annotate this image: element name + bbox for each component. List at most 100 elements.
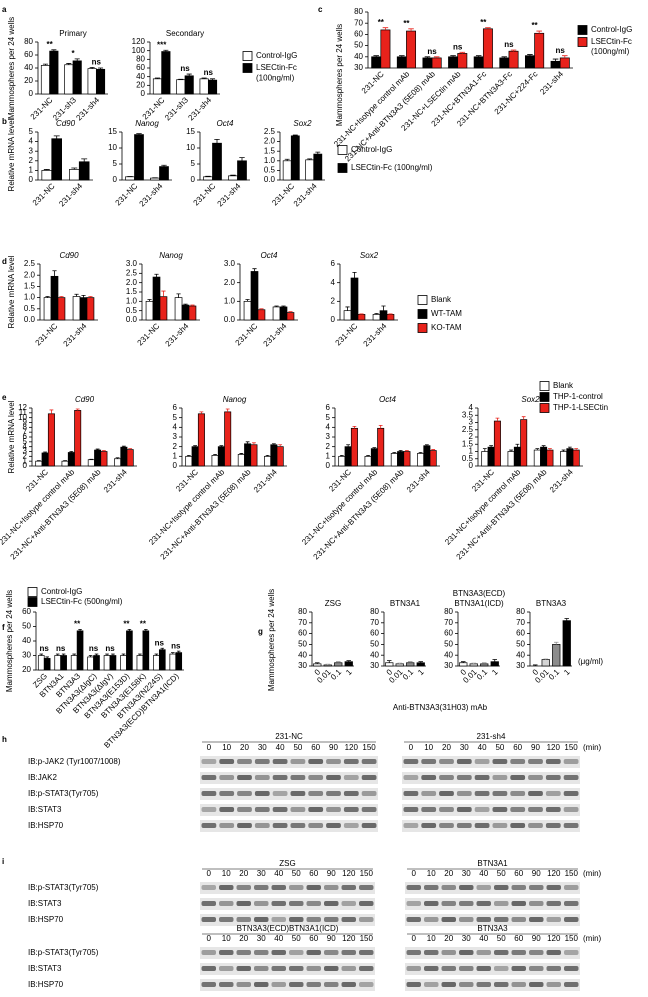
y-tick-label: 60 bbox=[24, 50, 33, 59]
legend-label: WT-TAM bbox=[431, 309, 462, 318]
blot-group-label: 231-NC bbox=[275, 732, 303, 741]
significance: ** bbox=[123, 620, 130, 629]
error-bar bbox=[186, 454, 191, 457]
blot-band bbox=[546, 917, 561, 922]
error-bar bbox=[408, 28, 414, 32]
error-bar bbox=[521, 416, 526, 420]
blot-band bbox=[510, 791, 526, 796]
error-bar bbox=[127, 629, 132, 631]
blot-band bbox=[564, 982, 579, 987]
axis bbox=[311, 612, 354, 667]
blot-band bbox=[236, 885, 251, 890]
blot-band bbox=[326, 791, 341, 796]
error-bar bbox=[225, 408, 230, 412]
blot-band bbox=[528, 823, 543, 828]
y-tick-label: 0 bbox=[29, 89, 34, 98]
subplot-title: BTN3A3(ECD) bbox=[453, 589, 506, 598]
error-bar bbox=[186, 73, 192, 76]
y-tick-label: 30 bbox=[354, 63, 363, 72]
error-bar bbox=[553, 641, 559, 645]
y-tick-label: 2 bbox=[23, 451, 28, 460]
blot-band bbox=[510, 807, 526, 812]
blot-band bbox=[441, 885, 456, 890]
error-bar bbox=[66, 63, 72, 65]
blot-band bbox=[308, 775, 324, 780]
bar bbox=[61, 460, 69, 467]
timepoint: 150 bbox=[565, 934, 579, 943]
legend-label: THP-1-control bbox=[553, 392, 603, 401]
blot-band bbox=[564, 901, 579, 906]
blot-band bbox=[237, 823, 252, 828]
error-bar bbox=[475, 55, 482, 57]
bar bbox=[487, 446, 495, 467]
blot-band bbox=[324, 901, 339, 906]
y-tick-label: 1 bbox=[173, 451, 178, 460]
error-bar bbox=[535, 448, 540, 451]
blot-band bbox=[406, 885, 421, 890]
blot-band bbox=[546, 885, 561, 890]
error-bar bbox=[72, 653, 76, 656]
y-tick-label: 40 bbox=[516, 650, 525, 659]
bar bbox=[448, 56, 459, 69]
error-bar bbox=[52, 270, 57, 277]
blot-row-label: IB:p-STAT3(Tyr705) bbox=[28, 948, 99, 957]
error-bar bbox=[460, 661, 466, 663]
timepoint: 10 bbox=[222, 934, 231, 943]
y-tick-label: 0.0 bbox=[264, 175, 276, 184]
blot-band bbox=[492, 791, 508, 796]
blot-band bbox=[201, 823, 217, 828]
bar bbox=[94, 449, 102, 467]
bar bbox=[406, 30, 417, 69]
y-tick-label: 40 bbox=[24, 63, 33, 72]
x-tick-label: 231-sh4 bbox=[216, 181, 243, 208]
blot-group-label: BTN3A1 bbox=[477, 859, 508, 868]
y-tick-label: 4 bbox=[23, 442, 28, 451]
error-bar bbox=[509, 449, 513, 452]
bar bbox=[103, 655, 111, 671]
error-bar bbox=[89, 66, 95, 69]
error-bar bbox=[431, 449, 436, 451]
unit-label: (μg/ml) bbox=[578, 657, 603, 666]
error-bar bbox=[252, 442, 256, 445]
y-tick-label: 4 bbox=[469, 403, 474, 412]
bar bbox=[191, 446, 199, 467]
bar bbox=[282, 160, 292, 181]
blot-group-label: BTN3A3(ECD)BTN3A1(ICD) bbox=[237, 924, 339, 933]
bar bbox=[520, 419, 528, 467]
error-bar bbox=[292, 134, 298, 136]
error-bar bbox=[252, 268, 257, 272]
y-tick-label: 40 bbox=[444, 650, 453, 659]
blot-band bbox=[474, 775, 490, 780]
error-bar bbox=[392, 452, 397, 454]
subplot-title: Sox2 bbox=[360, 251, 379, 260]
y-tick-label: 70 bbox=[298, 618, 307, 627]
error-bar bbox=[543, 658, 549, 660]
significance: ns bbox=[180, 64, 190, 73]
blot-band bbox=[459, 917, 474, 922]
error-bar bbox=[193, 445, 198, 447]
x-tick-label: 231-sh4 bbox=[74, 95, 101, 122]
legend-swatch bbox=[417, 323, 428, 333]
bar bbox=[35, 460, 43, 467]
error-bar bbox=[95, 448, 100, 451]
blot-band bbox=[361, 823, 377, 828]
subplot-title: Nanog bbox=[223, 395, 247, 404]
y-tick-label: 120 bbox=[132, 37, 146, 46]
significance: ns bbox=[40, 644, 50, 653]
timepoint: 30 bbox=[462, 869, 471, 878]
error-bar bbox=[325, 663, 331, 665]
bar bbox=[250, 271, 259, 321]
significance: ns bbox=[204, 68, 214, 77]
bar bbox=[541, 659, 550, 667]
y-tick-label: 2.0 bbox=[224, 278, 236, 287]
blot-band bbox=[511, 901, 526, 906]
bar bbox=[134, 134, 144, 181]
error-bar bbox=[501, 56, 508, 58]
error-bar bbox=[59, 296, 64, 298]
bar bbox=[270, 444, 278, 467]
y-tick-label: 0 bbox=[29, 175, 34, 184]
y-tick-label: 1.0 bbox=[264, 156, 276, 165]
timepoint: 90 bbox=[327, 934, 336, 943]
x-axis-label: Anti-BTN3A3(31H03) mAb bbox=[393, 703, 488, 712]
timepoint: 50 bbox=[495, 743, 504, 752]
